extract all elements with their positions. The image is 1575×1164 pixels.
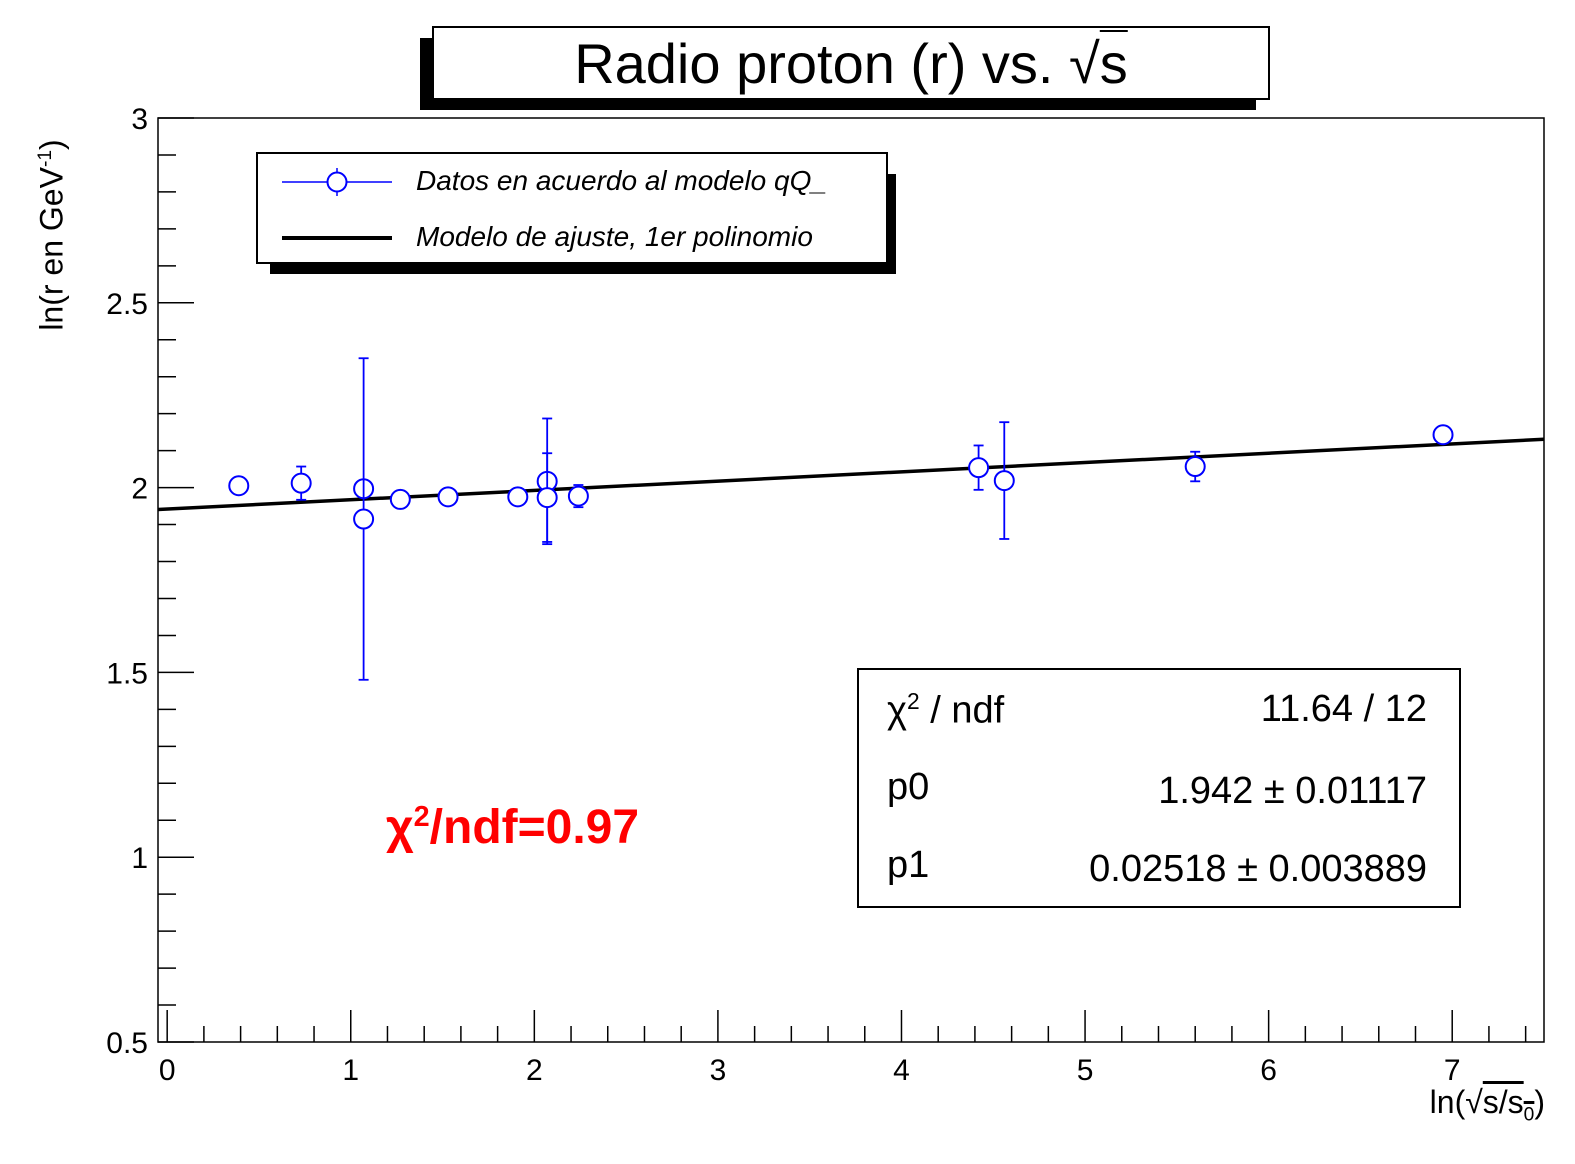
- y-axis-label: ln(r en GeV-1): [34, 139, 71, 330]
- x-tick-label: 3: [710, 1054, 727, 1087]
- legend-data-marker: [282, 168, 392, 196]
- stats-p1-value: 0.02518 ± 0.003889: [1089, 848, 1427, 890]
- plot-frame: [157, 117, 1545, 1043]
- y-axis-label-close: ): [33, 139, 70, 150]
- stats-p1-label: p1: [887, 844, 930, 886]
- legend-data-label: Datos en acuerdo al modelo qQ_: [416, 165, 827, 196]
- x-tick-label: 1: [342, 1054, 359, 1087]
- data-point: [353, 357, 375, 681]
- x-axis-label-prefix: ln(: [1429, 1084, 1466, 1120]
- chi2-annotation-sup: 2: [413, 801, 430, 833]
- data-point: [437, 486, 459, 508]
- x-tick-label: 2: [526, 1054, 543, 1087]
- stats-chi2-label: χ2 / ndf: [887, 688, 1004, 733]
- data-marker: [290, 472, 312, 494]
- data-point: [228, 475, 250, 497]
- chart-title-text: Radio proton (r) vs. √s: [574, 31, 1128, 96]
- data-point: [389, 488, 411, 510]
- data-marker: [567, 485, 589, 507]
- stats-chi2-value: 11.64 / 12: [1260, 688, 1427, 730]
- legend-symbols: [282, 168, 392, 240]
- x-axis-label-arg: s/s: [1482, 1084, 1524, 1120]
- x-tick-label: 4: [893, 1054, 910, 1087]
- y-tick-label: 3: [131, 103, 148, 136]
- x-axis-label-close: ): [1534, 1084, 1545, 1120]
- x-axis-label-sqrt: s/s0: [1482, 1084, 1535, 1125]
- fit-line: [157, 437, 1545, 512]
- data-marker: [437, 486, 459, 508]
- data-marker: [536, 487, 558, 509]
- stats-p0-label: p0: [887, 766, 930, 808]
- legend: Datos en acuerdo al modelo qQ_ Modelo de…: [256, 152, 888, 264]
- x-axis-label: ln(√s/s0): [1429, 1084, 1545, 1126]
- x-axis-label-sub: 0: [1523, 1104, 1535, 1126]
- data-point: [968, 444, 990, 491]
- x-tick-label: 5: [1077, 1054, 1094, 1087]
- stats-p0-value: 1.942 ± 0.01117: [1158, 770, 1427, 812]
- title-sqrt: √s: [1069, 31, 1128, 95]
- chi2-annotation: χ2/ndf=0.97: [386, 800, 639, 855]
- y-tick-label: 0.5: [106, 1027, 148, 1060]
- y-tick-label: 1.5: [106, 657, 148, 690]
- x-tick-label: 6: [1260, 1054, 1277, 1087]
- data-point: [567, 484, 589, 509]
- data-marker: [993, 470, 1015, 492]
- title-prefix: Radio proton (r) vs.: [574, 31, 1070, 95]
- y-tick-label: 2: [131, 473, 148, 506]
- y-axis-label-main: ln(r en GeV: [33, 167, 70, 331]
- data-point: [1432, 424, 1454, 446]
- y-axis-label-sup: -1: [34, 149, 56, 168]
- data-point: [1184, 450, 1206, 483]
- data-marker: [389, 488, 411, 510]
- data-marker: [1184, 456, 1206, 478]
- x-tick-label: 7: [1444, 1054, 1461, 1087]
- data-marker: [968, 457, 990, 479]
- x-tick-label: 0: [159, 1054, 176, 1087]
- data-marker: [1432, 424, 1454, 446]
- stats-chi2-label-rest: / ndf: [919, 689, 1005, 732]
- chi2-annotation-rest: /ndf=0.97: [429, 801, 640, 854]
- data-marker: [228, 475, 250, 497]
- legend-fit-label: Modelo de ajuste, 1er polinomio: [416, 221, 813, 252]
- chart-title: Radio proton (r) vs. √s: [432, 26, 1270, 100]
- y-tick-label: 2.5: [106, 288, 148, 321]
- chi2-annotation-main: χ: [386, 801, 414, 854]
- stats-chi2-label-main: χ: [887, 689, 907, 732]
- data-point: [507, 486, 529, 508]
- stats-chi2-label-sup: 2: [906, 688, 920, 714]
- data-point: [290, 465, 312, 501]
- data-point: [536, 452, 558, 543]
- title-sqrt-arg: s: [1099, 31, 1128, 95]
- data-marker: [353, 508, 375, 530]
- data-marker: [507, 486, 529, 508]
- fit-stats-box: χ2 / ndf 11.64 / 12 p0 1.942 ± 0.01117 p…: [857, 668, 1461, 908]
- data-point: [993, 421, 1015, 540]
- y-tick-label: 1: [131, 842, 148, 875]
